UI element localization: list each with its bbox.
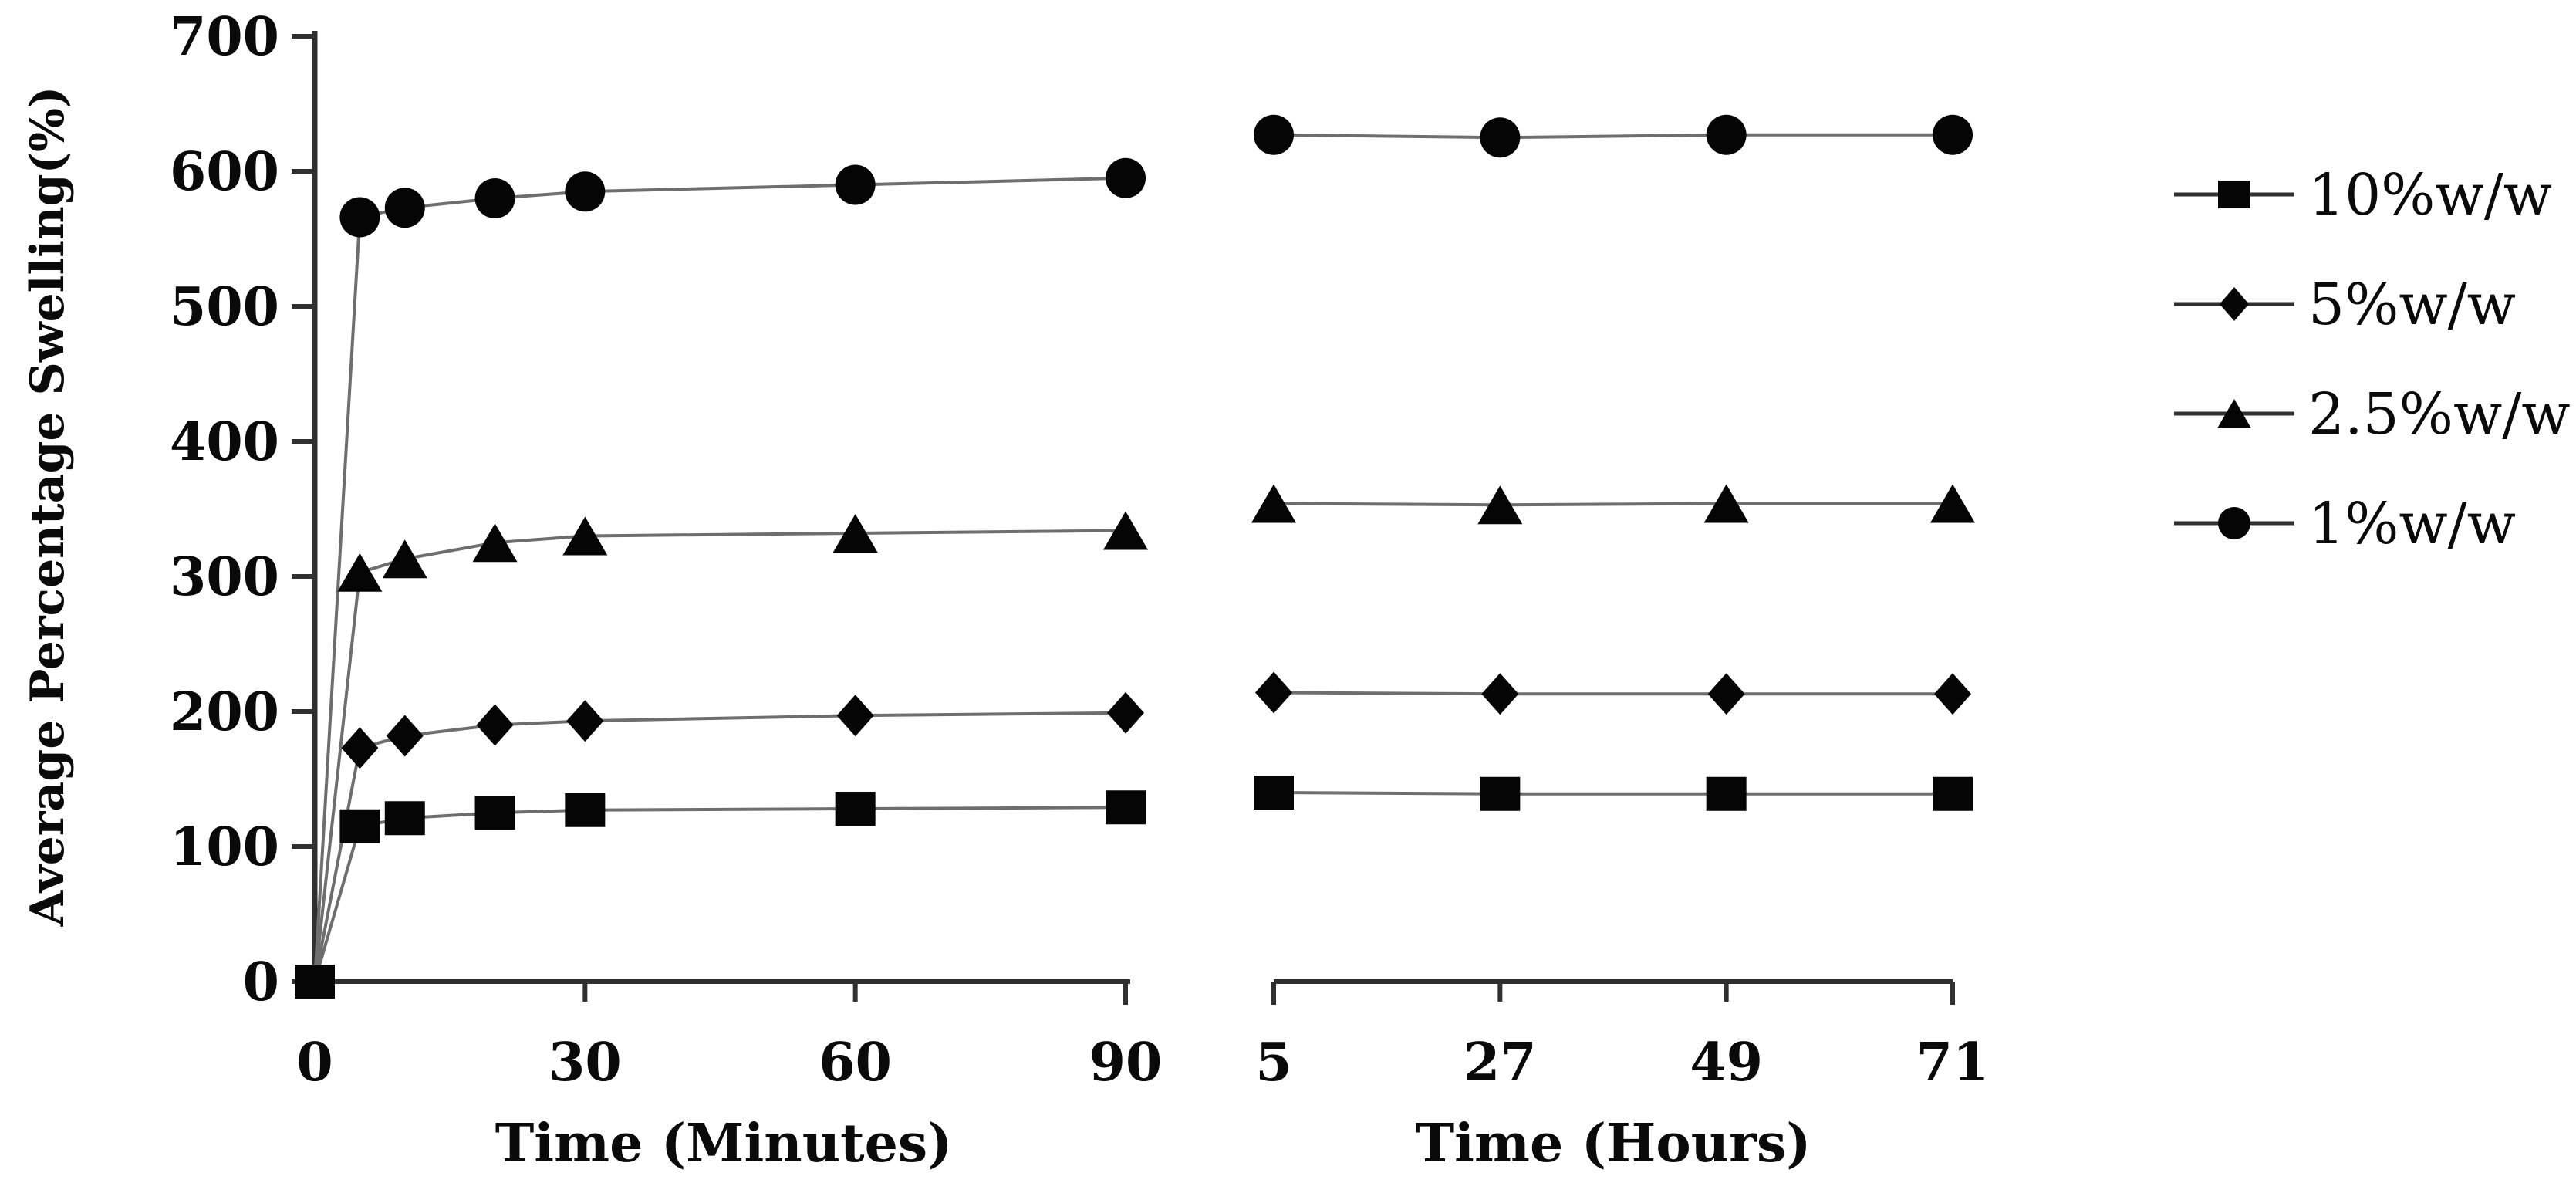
triangle-marker [1477, 485, 1523, 525]
triangle-marker [472, 523, 518, 563]
diamond-marker [476, 704, 514, 746]
panel-hours: 5 27 49 71 Time (Hours) [1251, 114, 1990, 1175]
series-line [313, 529, 1126, 982]
square-marker [2218, 181, 2250, 208]
square-marker [474, 796, 515, 830]
diamond-marker [386, 715, 424, 757]
x-tick-label: 30 [549, 1032, 622, 1093]
panel-minutes: 0 30 60 90 Time (Minutes) [295, 157, 1163, 1175]
x-tick-label: 0 [296, 1032, 333, 1093]
legend-item-5ww: 5%w/w [2174, 272, 2516, 338]
x-tick-label: 60 [819, 1032, 892, 1093]
circle-marker [565, 171, 606, 212]
y-tick-label: 500 [170, 276, 279, 338]
square-marker [1933, 776, 1973, 811]
y-axis-title: Average Percentage Swelling(%) [21, 86, 75, 928]
legend-item-10ww: 10%w/w [2174, 162, 2552, 228]
circle-marker [474, 178, 515, 218]
circle-marker [1254, 114, 1294, 155]
circle-marker [835, 164, 876, 205]
series-10ww [1254, 776, 1973, 811]
series-1ww [313, 157, 1146, 982]
series-line [313, 711, 1126, 982]
diamond-marker [1481, 673, 1519, 715]
y-axis: 0 100 200 300 400 500 600 700 Average Percentage… [21, 6, 318, 1013]
triangle-marker [337, 553, 383, 592]
series-10ww [295, 790, 1146, 999]
triangle-marker [1930, 484, 1975, 523]
triangle-marker [1251, 484, 1296, 523]
triangle-marker [2217, 399, 2251, 428]
diamond-marker [1934, 673, 1971, 715]
legend-item-2.5ww: 2.5%w/w [2174, 381, 2571, 448]
x-axis-hours: 5 27 49 71 Time (Hours) [1255, 979, 1990, 1175]
series-line [1273, 502, 1953, 507]
series-line [1273, 691, 1953, 696]
circle-marker [384, 188, 425, 228]
y-tick-label: 600 [170, 141, 279, 203]
circle-marker [1706, 114, 1747, 155]
legend: 10%w/w 5%w/w 2.5%w/w 1%w/w [2174, 162, 2571, 557]
circle-marker [1933, 114, 1973, 155]
series-5ww [1255, 671, 1971, 715]
circle-marker [339, 197, 380, 238]
x-axis-title: Time (Minutes) [495, 1113, 953, 1175]
square-marker [1254, 776, 1294, 810]
triangle-marker [562, 516, 608, 556]
square-marker [384, 801, 425, 836]
square-marker [565, 793, 606, 827]
series-line [1273, 133, 1953, 140]
square-marker [1106, 790, 1146, 825]
triangle-marker [1103, 511, 1148, 550]
series-2.5ww [313, 511, 1148, 982]
legend-label: 5%w/w [2308, 272, 2516, 338]
diamond-marker [1255, 671, 1292, 714]
y-tick-label: 400 [170, 411, 279, 473]
triangle-marker [1703, 484, 1749, 523]
y-tick-label: 100 [170, 816, 279, 878]
square-marker [339, 809, 380, 843]
diamond-marker [1107, 691, 1144, 734]
series-line [313, 176, 1126, 982]
circle-marker [1106, 157, 1146, 198]
x-tick-label: 27 [1464, 1032, 1537, 1093]
diamond-marker [836, 695, 874, 737]
series-line [1273, 791, 1953, 796]
circle-marker [1480, 117, 1521, 158]
triangle-marker [382, 539, 427, 579]
y-tick-label: 700 [170, 6, 279, 68]
legend-item-1ww: 1%w/w [2174, 491, 2516, 557]
x-tick-label: 49 [1690, 1032, 1763, 1093]
triangle-marker [832, 514, 878, 553]
series-line [313, 806, 1126, 982]
square-marker [295, 965, 335, 999]
y-tick-label: 200 [170, 681, 279, 743]
legend-label: 2.5%w/w [2308, 381, 2571, 448]
x-tick-label: 5 [1255, 1032, 1291, 1093]
series-2.5ww [1251, 484, 1975, 525]
square-marker [835, 792, 876, 826]
diamond-marker [341, 727, 379, 769]
x-axis-title: Time (Hours) [1416, 1113, 1811, 1175]
circle-marker [2218, 507, 2250, 539]
square-marker [1480, 776, 1521, 811]
y-tick-label: 0 [243, 951, 279, 1013]
legend-label: 1%w/w [2308, 491, 2516, 557]
x-tick-label: 71 [1916, 1032, 1990, 1093]
y-tick-label: 300 [170, 546, 279, 608]
series-1ww [1254, 114, 1973, 158]
series-5ww [313, 691, 1144, 982]
diamond-marker [1707, 673, 1745, 715]
diamond-marker [2220, 287, 2249, 321]
square-marker [1706, 776, 1747, 811]
x-tick-label: 90 [1089, 1032, 1163, 1093]
diamond-marker [566, 700, 604, 742]
x-axis-minutes: 0 30 60 90 Time (Minutes) [296, 979, 1163, 1175]
legend-label: 10%w/w [2308, 162, 2552, 228]
